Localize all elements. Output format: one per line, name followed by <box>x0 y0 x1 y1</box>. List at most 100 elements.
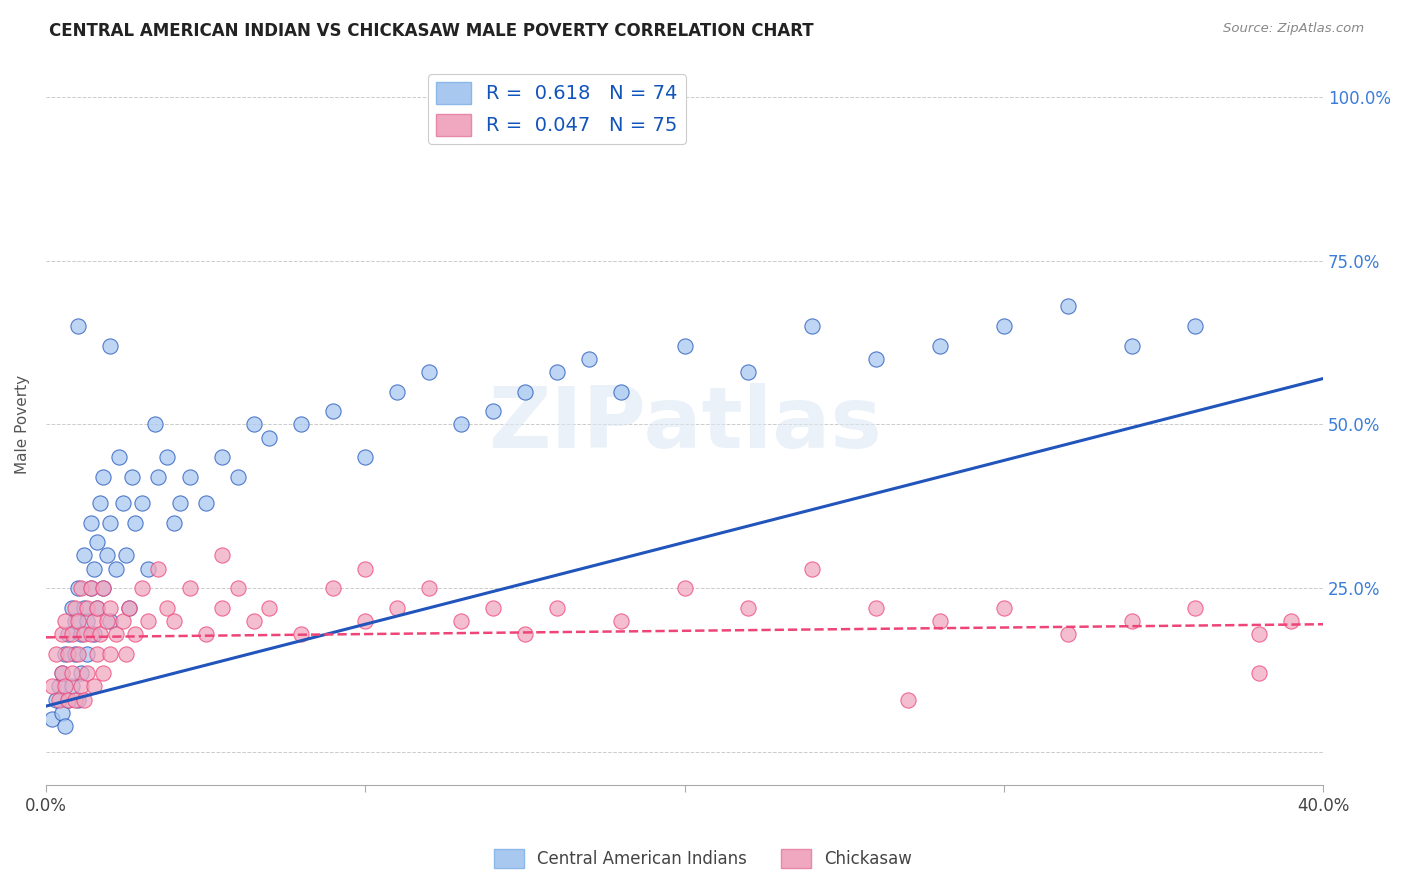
Point <box>546 365 568 379</box>
Point <box>63 600 86 615</box>
Point <box>163 614 186 628</box>
Point <box>114 647 136 661</box>
Point <box>929 339 952 353</box>
Point <box>86 600 108 615</box>
Point <box>98 647 121 661</box>
Point <box>385 384 408 399</box>
Point <box>194 496 217 510</box>
Point <box>737 365 759 379</box>
Point <box>1279 614 1302 628</box>
Point <box>98 614 121 628</box>
Point <box>93 581 115 595</box>
Point <box>211 600 233 615</box>
Point <box>801 561 824 575</box>
Point <box>865 600 887 615</box>
Point <box>131 581 153 595</box>
Point <box>1121 339 1143 353</box>
Point <box>86 535 108 549</box>
Point <box>242 614 264 628</box>
Point <box>169 496 191 510</box>
Point <box>89 627 111 641</box>
Text: Source: ZipAtlas.com: Source: ZipAtlas.com <box>1223 22 1364 36</box>
Point <box>179 581 201 595</box>
Point <box>60 680 83 694</box>
Point <box>66 614 89 628</box>
Point <box>73 600 96 615</box>
Point <box>242 417 264 432</box>
Point <box>136 614 159 628</box>
Point <box>290 627 312 641</box>
Point <box>1184 600 1206 615</box>
Point <box>96 614 118 628</box>
Point <box>450 614 472 628</box>
Point <box>66 319 89 334</box>
Point <box>98 339 121 353</box>
Point <box>70 680 93 694</box>
Point <box>79 627 101 641</box>
Point <box>450 417 472 432</box>
Point <box>801 319 824 334</box>
Point <box>73 549 96 563</box>
Point <box>1249 666 1271 681</box>
Point <box>53 647 76 661</box>
Point <box>865 351 887 366</box>
Point <box>86 600 108 615</box>
Point <box>58 692 80 706</box>
Point <box>146 561 169 575</box>
Point <box>51 666 73 681</box>
Point <box>418 581 440 595</box>
Point <box>385 600 408 615</box>
Point <box>51 706 73 720</box>
Point <box>66 581 89 595</box>
Point <box>1056 627 1078 641</box>
Point <box>482 600 505 615</box>
Legend: Central American Indians, Chickasaw: Central American Indians, Chickasaw <box>488 842 918 875</box>
Point <box>114 549 136 563</box>
Point <box>58 647 80 661</box>
Point <box>124 627 146 641</box>
Point <box>58 692 80 706</box>
Point <box>63 692 86 706</box>
Point <box>79 581 101 595</box>
Point <box>482 404 505 418</box>
Point <box>41 680 63 694</box>
Point <box>259 600 281 615</box>
Point <box>163 516 186 530</box>
Point <box>73 627 96 641</box>
Point <box>993 319 1015 334</box>
Point <box>89 496 111 510</box>
Point <box>86 647 108 661</box>
Point <box>45 692 67 706</box>
Point <box>673 339 696 353</box>
Point <box>66 692 89 706</box>
Point <box>66 647 89 661</box>
Point <box>354 450 377 465</box>
Point <box>1249 627 1271 641</box>
Point <box>211 549 233 563</box>
Point <box>93 666 115 681</box>
Point <box>48 680 70 694</box>
Point <box>143 417 166 432</box>
Point <box>194 627 217 641</box>
Point <box>546 600 568 615</box>
Point <box>513 384 536 399</box>
Point <box>73 692 96 706</box>
Point <box>1121 614 1143 628</box>
Point <box>70 581 93 595</box>
Point <box>105 627 128 641</box>
Point <box>96 549 118 563</box>
Point <box>121 470 143 484</box>
Point <box>737 600 759 615</box>
Point <box>53 614 76 628</box>
Point <box>578 351 600 366</box>
Point <box>111 614 134 628</box>
Point <box>105 561 128 575</box>
Point <box>1056 300 1078 314</box>
Point <box>70 627 93 641</box>
Point <box>290 417 312 432</box>
Point <box>51 627 73 641</box>
Text: ZIPatlas: ZIPatlas <box>488 383 882 466</box>
Point <box>118 600 141 615</box>
Point <box>76 614 98 628</box>
Point <box>79 581 101 595</box>
